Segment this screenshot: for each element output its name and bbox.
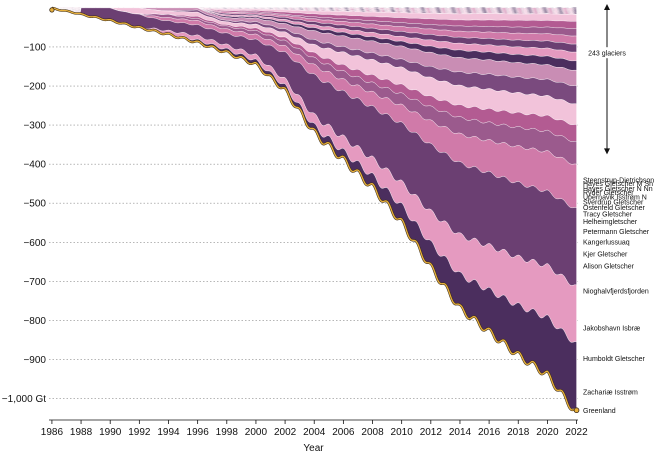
series-label-kjer-gletscher: Kjer Gletscher: [583, 251, 628, 258]
series-label-petermann-gletscher: Petermann Gletscher: [583, 229, 650, 236]
y-tick-label: −500: [23, 199, 46, 210]
series-label-zachari-isstr-m: Zachariæ Isstrøm: [583, 389, 638, 396]
series-label-alison-gletscher: Alison Gletscher: [583, 264, 635, 271]
series-label-greenland: Greenland: [583, 408, 616, 415]
x-tick-label: 2020: [536, 427, 559, 438]
stacked-areas: [51, 7, 577, 411]
glacier-count-annotation: 243 glaciers: [587, 4, 627, 155]
series-label-sverdrup-gletscher: Sverdrup Gletscher: [583, 200, 644, 207]
y-tick-label: −200: [23, 82, 46, 93]
x-tick-label: 2018: [507, 427, 530, 438]
greenland-total-line: [49, 6, 580, 414]
x-tick-label: 1994: [157, 427, 180, 438]
x-axis-title: Year: [303, 443, 324, 454]
y-tick-label: −300: [23, 121, 46, 132]
x-tick-label: 2010: [391, 427, 414, 438]
x-tick-label: 2012: [420, 427, 443, 438]
x-tick-label: 1986: [41, 427, 64, 438]
annotation-label-background: [587, 47, 627, 59]
x-tick-label: 1998: [216, 427, 239, 438]
series-label-ryder-gletscher: Ryder Gletscher: [583, 190, 634, 197]
y-tick-label: −400: [23, 160, 46, 171]
series-label-steenstrup-dietrichson: Steenstrup-Dietrichson: [583, 177, 654, 184]
x-tick-label: 2014: [449, 427, 472, 438]
series-label-hayes-gletscher-n-nn: Hayes Gletscher N Nn: [583, 186, 653, 193]
y-tick-label: −600: [23, 238, 46, 249]
x-tick-label: 2006: [332, 427, 355, 438]
annotation-arrowhead-top: [604, 4, 610, 10]
x-tick-label: 2008: [361, 427, 384, 438]
y-tick-label: −1,000 Gt: [2, 394, 46, 405]
greenland-total-line-stroke: [51, 7, 577, 411]
x-tick-label: 2016: [478, 427, 501, 438]
x-tick-label: 1996: [187, 427, 210, 438]
series-labels: Greenland Zachariæ Isstrøm Humboldt Gletsc…: [583, 177, 654, 415]
series-label-ostenfeld-gletscher: Ostenfeld Gletscher: [583, 205, 646, 212]
greenland-start-dot: [49, 7, 55, 13]
grid-lines: [49, 46, 578, 399]
x-tick-label: 2000: [245, 427, 268, 438]
series-label-humboldt-gletscher: Humboldt Gletscher: [583, 356, 646, 363]
series-label-helheimgletscher: Helheimgletscher: [583, 219, 638, 226]
y-tick-label: −700: [23, 277, 46, 288]
series-label-nioghalvfjerdsfjorden: Nioghalvfjerdsfjorden: [583, 289, 649, 296]
greenland-end-dot: [573, 407, 580, 414]
series-label-upernavik-isstr-m-n: Upernavik Isstrøm N: [583, 194, 647, 201]
series-label-hayes-gletscher-m-sn: Hayes Gletscher M Sn: [583, 181, 653, 188]
series-label-kangerlussuaq: Kangerlussuaq: [583, 239, 630, 246]
y-tick-label: −100: [23, 42, 46, 53]
series-label-jakobshavn-isbr: Jakobshavn Isbræ: [583, 326, 640, 333]
annotation-arrowhead-bottom: [604, 148, 610, 155]
annotation-label: 243 glaciers: [588, 51, 626, 58]
x-tick-label: 1988: [70, 427, 93, 438]
x-tick-label: 1990: [99, 427, 122, 438]
x-tick-label: 1992: [128, 427, 151, 438]
x-tick-label: 2022: [565, 427, 588, 438]
x-tick-label: 2002: [274, 427, 297, 438]
x-tick-label: 2004: [303, 427, 326, 438]
y-tick-label: −800: [23, 316, 46, 327]
series-label-tracy-gletscher: Tracy Gletscher: [583, 212, 633, 219]
axes: −100 −200 −300 −400 −500 −600 −700 −800 −900 −1,0…: [2, 42, 588, 438]
y-tick-label: −900: [23, 355, 46, 366]
